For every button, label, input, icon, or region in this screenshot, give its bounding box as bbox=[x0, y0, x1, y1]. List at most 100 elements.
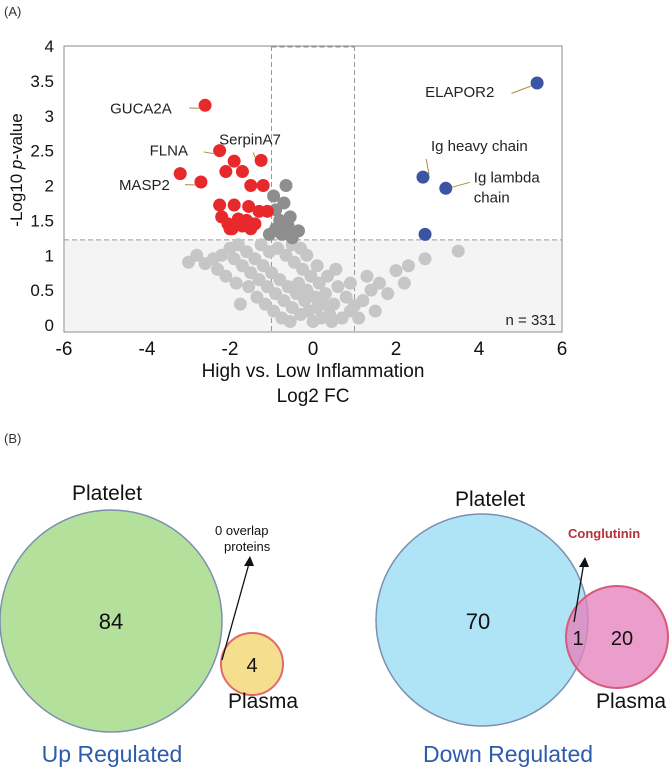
point-label: FLNA bbox=[150, 143, 188, 160]
data-point-ns bbox=[390, 264, 403, 277]
data-point-ns bbox=[234, 298, 247, 311]
venn-up-regulated: Platelet 84 4 Plasma 0 overlap proteins … bbox=[0, 482, 298, 767]
venn-down-platelet-name: Platelet bbox=[455, 488, 525, 511]
data-point-up bbox=[416, 171, 429, 184]
x-axis-label-line1: High vs. Low Inflammation bbox=[202, 361, 425, 382]
data-point-ns bbox=[211, 263, 224, 276]
point-label: MASP2 bbox=[119, 177, 170, 194]
venn-up-annotation: 0 overlap proteins bbox=[215, 523, 272, 554]
x-tick-label: 6 bbox=[557, 339, 568, 360]
x-tick-labels: -6 -4 -2 0 2 4 6 bbox=[56, 339, 568, 360]
venn-up-annotation-line1: 0 overlap bbox=[215, 523, 268, 538]
data-point-down bbox=[236, 165, 249, 178]
venn-up-plasma-name: Plasma bbox=[228, 690, 298, 713]
x-tick-label: 2 bbox=[391, 339, 402, 360]
leader-line bbox=[452, 182, 470, 187]
y-tick-label: 2 bbox=[45, 177, 54, 196]
data-point-ns bbox=[365, 284, 378, 297]
data-point-ns bbox=[311, 259, 324, 272]
venn-up-platelet-name: Platelet bbox=[72, 482, 142, 505]
data-point-up bbox=[419, 228, 432, 241]
data-point-ns bbox=[331, 280, 344, 293]
venn-down-plasma-name: Plasma bbox=[596, 690, 666, 713]
venn-down-regulated: Platelet 70 1 20 Plasma Conglutinin Down… bbox=[376, 488, 668, 767]
data-point-ns bbox=[242, 280, 255, 293]
data-point-sig bbox=[280, 179, 293, 192]
y-tick-label: 0.5 bbox=[30, 281, 54, 300]
venn-down-platelet-value: 70 bbox=[466, 609, 490, 634]
data-point-down bbox=[174, 167, 187, 180]
y-tick-label: 3.5 bbox=[30, 72, 54, 91]
x-tick-label: 4 bbox=[474, 339, 485, 360]
data-point-ns bbox=[419, 252, 432, 265]
data-point-ns bbox=[190, 249, 203, 262]
y-tick-label: 3 bbox=[45, 107, 54, 126]
point-label: GUCA2A bbox=[110, 100, 172, 117]
data-point-ns bbox=[284, 315, 297, 328]
data-point-ns bbox=[344, 277, 357, 290]
venn-up-plasma-value: 4 bbox=[246, 655, 257, 677]
data-point-down bbox=[194, 176, 207, 189]
x-tick-label: -2 bbox=[222, 339, 239, 360]
venn-down-subtitle: Down Regulated bbox=[423, 741, 593, 767]
data-point-up bbox=[439, 182, 452, 195]
x-axis-label-line2: Log2 FC bbox=[277, 386, 350, 407]
y-tick-label: 2.5 bbox=[30, 142, 54, 161]
data-point-down bbox=[255, 154, 268, 167]
y-axis-label: -Log10 p-value bbox=[7, 113, 26, 226]
venn-down-plasma-value: 20 bbox=[611, 628, 633, 650]
leader-line bbox=[512, 86, 532, 93]
data-point-ns bbox=[329, 263, 342, 276]
venn-up-platelet-value: 84 bbox=[99, 609, 123, 634]
data-point-ns bbox=[294, 242, 307, 255]
data-point-ns bbox=[340, 291, 353, 304]
data-point-ns bbox=[452, 245, 465, 258]
venn-down-arrowhead bbox=[579, 557, 589, 567]
data-point-ns bbox=[317, 298, 330, 311]
data-point-down bbox=[228, 155, 241, 168]
data-point-ns bbox=[381, 287, 394, 300]
point-label-line2: chain bbox=[474, 189, 510, 206]
data-point-ns bbox=[402, 259, 415, 272]
venn-down-overlap-value: 1 bbox=[572, 628, 583, 650]
venn-up-subtitle: Up Regulated bbox=[42, 741, 183, 767]
data-point-down bbox=[244, 179, 257, 192]
point-label: SerpinA7 bbox=[219, 131, 281, 148]
x-tick-label: 0 bbox=[308, 339, 319, 360]
data-point-ns bbox=[360, 270, 373, 283]
x-tick-label: -4 bbox=[139, 339, 156, 360]
y-tick-label: 1 bbox=[45, 246, 54, 265]
y-axis-label-prefix: -Log10 bbox=[7, 169, 26, 227]
data-point-ns bbox=[369, 305, 382, 318]
data-point-down bbox=[257, 179, 270, 192]
data-point-down bbox=[219, 165, 232, 178]
data-point-ns bbox=[352, 312, 365, 325]
y-tick-label: 0 bbox=[45, 316, 54, 335]
data-point-down bbox=[199, 99, 212, 112]
data-point-down bbox=[224, 222, 237, 235]
y-tick-label: 4 bbox=[45, 37, 54, 56]
data-point-down bbox=[253, 205, 266, 218]
y-axis-label-italic: p bbox=[7, 160, 26, 170]
venn-up-arrowhead bbox=[244, 556, 254, 566]
count-label: n = 331 bbox=[506, 312, 556, 329]
venn-up-annotation-line2: proteins bbox=[224, 539, 271, 554]
point-label: Ig heavy chain bbox=[431, 138, 528, 155]
x-tick-label: -6 bbox=[56, 339, 73, 360]
point-label: ELAPOR2 bbox=[425, 84, 494, 101]
panel-b-label: (B) bbox=[4, 431, 21, 446]
data-point-ns bbox=[336, 312, 349, 325]
y-axis-label-suffix: -value bbox=[7, 113, 26, 159]
data-point-down bbox=[228, 199, 241, 212]
data-point-down bbox=[213, 199, 226, 212]
data-point-ns bbox=[230, 277, 243, 290]
leader-line bbox=[253, 153, 255, 158]
venn-down-annotation: Conglutinin bbox=[568, 526, 640, 541]
data-point-sig bbox=[263, 228, 276, 241]
panel-a-label: (A) bbox=[4, 4, 21, 19]
